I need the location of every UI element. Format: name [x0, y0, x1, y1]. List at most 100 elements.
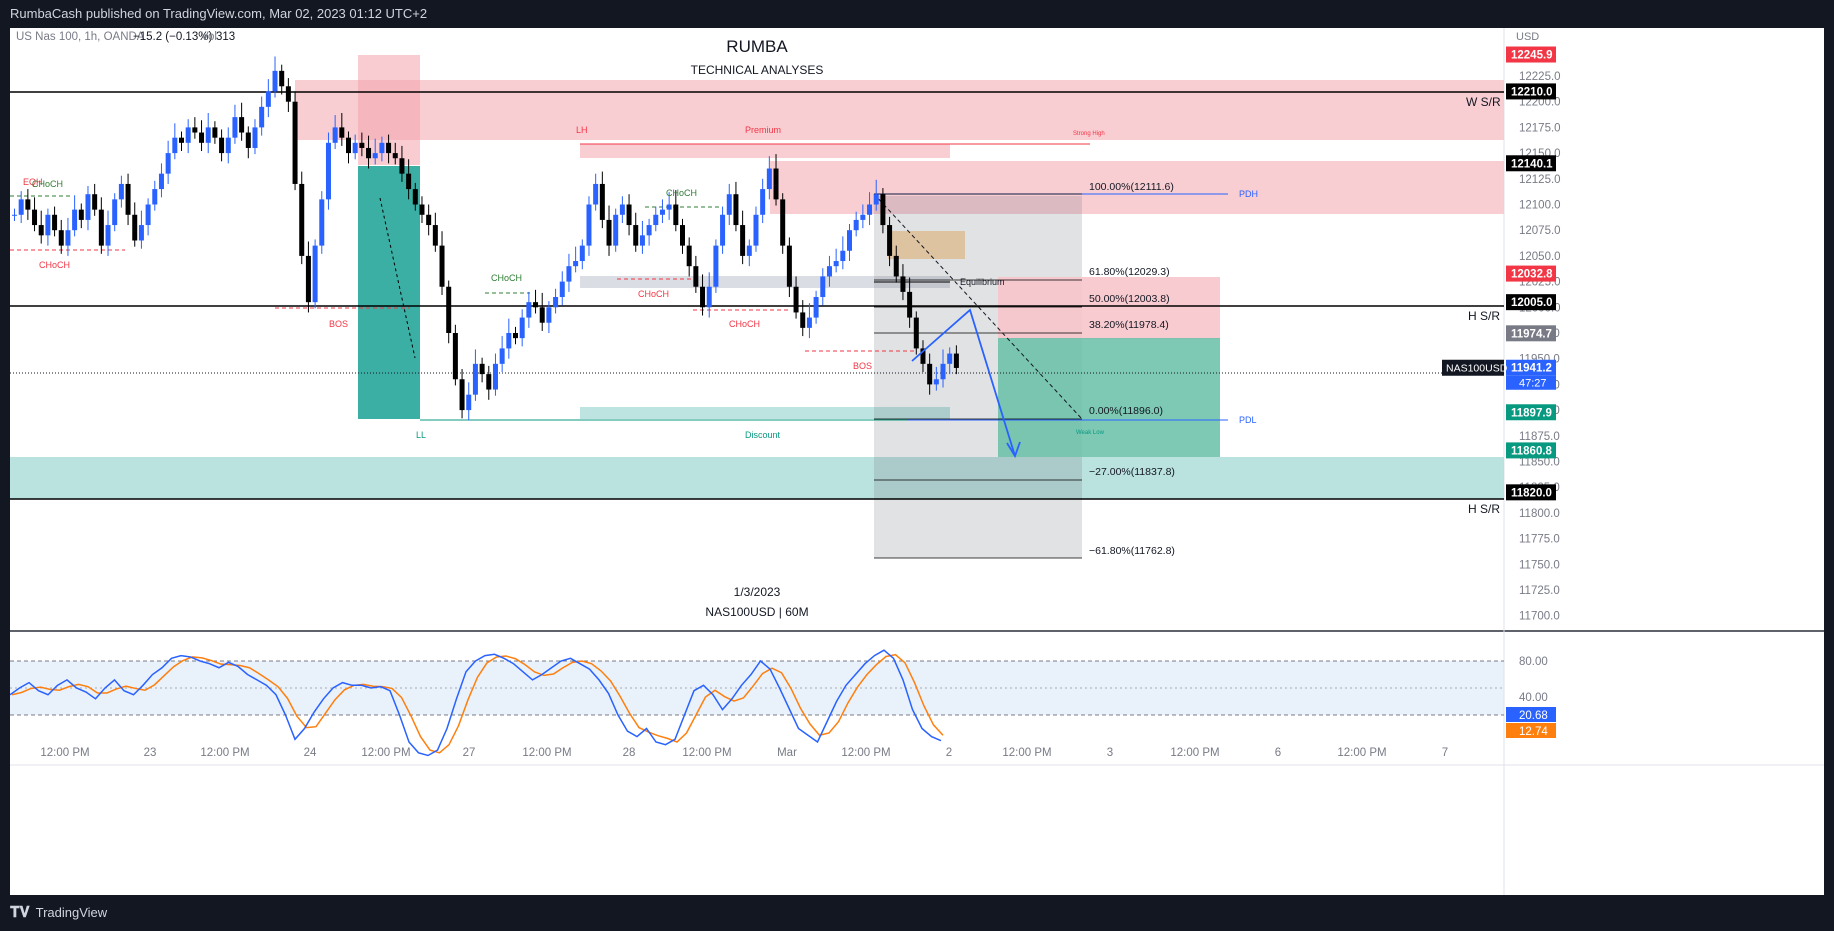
countdown-label: 47:27 — [1519, 378, 1547, 390]
time-tick: 7 — [1442, 747, 1448, 759]
candle-body — [339, 127, 345, 138]
candle-body — [299, 183, 305, 256]
candle-body — [285, 86, 291, 102]
fib-label-neg27: −27.00%(11837.8) — [1089, 466, 1175, 478]
time-tick: 12:00 PM — [1337, 747, 1386, 759]
candle-body — [860, 214, 866, 220]
osc-tag-d-bg — [1506, 723, 1556, 738]
currency-label: USD — [1516, 31, 1539, 43]
footer-bar: 𝐓𝐕 TradingView — [0, 895, 1834, 931]
price-tag-bg — [1506, 294, 1556, 311]
price-tick: 11725.0 — [1519, 585, 1560, 597]
osc-tick-80: 80.00 — [1519, 656, 1548, 668]
watermark-symbol: NAS100USD | 60M — [705, 605, 808, 619]
candle-body — [933, 379, 939, 385]
candle-body — [833, 261, 839, 267]
order-block-bull — [358, 166, 420, 419]
tradingview-logo[interactable]: 𝐓𝐕 TradingView — [10, 895, 107, 931]
candle-body — [325, 142, 331, 200]
candle-body — [319, 199, 325, 246]
price-tick: 12225.0 — [1519, 71, 1561, 83]
fib-label-0: 0.00%(11896.0) — [1089, 405, 1163, 417]
fib-label-100: 100.00%(12111.6) — [1089, 181, 1174, 193]
price-tag: 12245.9 — [1511, 50, 1553, 62]
price-tag-bg — [1506, 359, 1556, 376]
chart-subtitle: TECHNICAL ANALYSES — [691, 63, 824, 77]
projection-line — [911, 308, 1016, 457]
sr-lines — [10, 91, 1504, 500]
price-tag-bg — [1506, 83, 1556, 100]
candle-body — [72, 209, 78, 231]
candle-body — [332, 127, 338, 143]
time-tick: 12:00 PM — [682, 747, 731, 759]
chart-title: RUMBA — [726, 37, 788, 56]
short-target-zone — [998, 338, 1220, 457]
candle-body — [399, 158, 405, 174]
candle-body — [138, 225, 144, 241]
candle-body — [165, 153, 171, 174]
price-tick: 12125.0 — [1519, 174, 1561, 186]
legend-symbol: US Nas 100, 1h, OANDA — [16, 31, 145, 43]
fib-trend-line — [873, 193, 1083, 420]
candle-body — [45, 214, 51, 236]
candle-body — [386, 142, 392, 154]
candle-body — [573, 261, 579, 267]
candle-body — [646, 225, 652, 236]
candle-body — [38, 225, 44, 236]
label-equilibrium: Equilibrium — [960, 277, 1005, 287]
label-weak-low: Weak Low — [1076, 430, 1105, 436]
annotation-labels: W S/R H S/R H S/R EQH CHoCH CHoCH BOS CH… — [23, 95, 1501, 516]
premium-zone-top — [295, 80, 1504, 140]
candle-body — [185, 127, 191, 143]
candle-body — [212, 127, 218, 138]
chart-canvas[interactable]: 12225.012200.012175.012150.012125.012100… — [10, 28, 1824, 895]
candle-body — [900, 276, 906, 292]
time-axis[interactable]: 12:00 PM 23 12:00 PM 24 12:00 PM 27 12:00 PM 28… — [40, 747, 1448, 759]
price-tag: 11941.2 — [1511, 363, 1552, 375]
candle-body — [279, 70, 285, 87]
time-tick: 12:00 PM — [522, 747, 571, 759]
candle-body — [913, 317, 919, 349]
label-discount: Discount — [745, 430, 781, 440]
chart-area[interactable]: 12225.0 12200.0 12175.0 12150.0 12125.0 12100… — [10, 28, 1824, 895]
candle-body — [666, 204, 672, 210]
last-price-symbol-bg — [1442, 359, 1504, 376]
candle-body — [432, 225, 438, 246]
candle-body — [252, 127, 258, 148]
tradingview-logo-icon: 𝐓𝐕 — [10, 904, 30, 921]
candle-body — [506, 333, 512, 349]
last-price-symbol: NAS100USD — [1446, 363, 1508, 375]
osc-tag-d: 12.74 — [1519, 726, 1548, 738]
legend-volume-value: 313 — [216, 31, 235, 43]
candle-body — [452, 333, 458, 380]
candle-body — [98, 209, 104, 246]
candle-body — [519, 317, 525, 339]
label-strong-high: Strong High — [1073, 131, 1105, 137]
candle-body — [680, 225, 685, 246]
candle-body — [566, 266, 572, 282]
label-bos-1: BOS — [329, 319, 348, 329]
time-tick: 12:00 PM — [1002, 747, 1051, 759]
candle-body — [78, 209, 84, 220]
label-eqh: EQH — [23, 177, 43, 187]
candle-body — [753, 214, 759, 246]
short-stop-zone — [998, 277, 1220, 339]
candle-body — [613, 214, 619, 246]
time-tick: 24 — [304, 747, 317, 759]
candle-body — [486, 374, 492, 390]
candle-body — [847, 230, 852, 251]
legend-volume-label: Vol — [201, 31, 217, 43]
candle-body — [920, 348, 926, 364]
candle-body — [947, 353, 953, 364]
price-tick: 12050.0 — [1519, 251, 1561, 263]
osc-tag-k: 20.68 — [1519, 710, 1548, 722]
price-tick: 11750.0 — [1519, 559, 1560, 571]
watermark-date: 1/3/2023 — [734, 585, 781, 599]
price-tags: 12245.9 12210.0 12140.1 12032.8 12005.0 11974… — [1442, 46, 1556, 501]
stoch-d-line — [11, 653, 944, 754]
candle-body — [152, 189, 158, 205]
osc-tick-40: 40.00 — [1519, 692, 1548, 704]
candle-body — [158, 173, 164, 190]
candle-body — [786, 245, 792, 287]
candle-body — [826, 266, 832, 277]
